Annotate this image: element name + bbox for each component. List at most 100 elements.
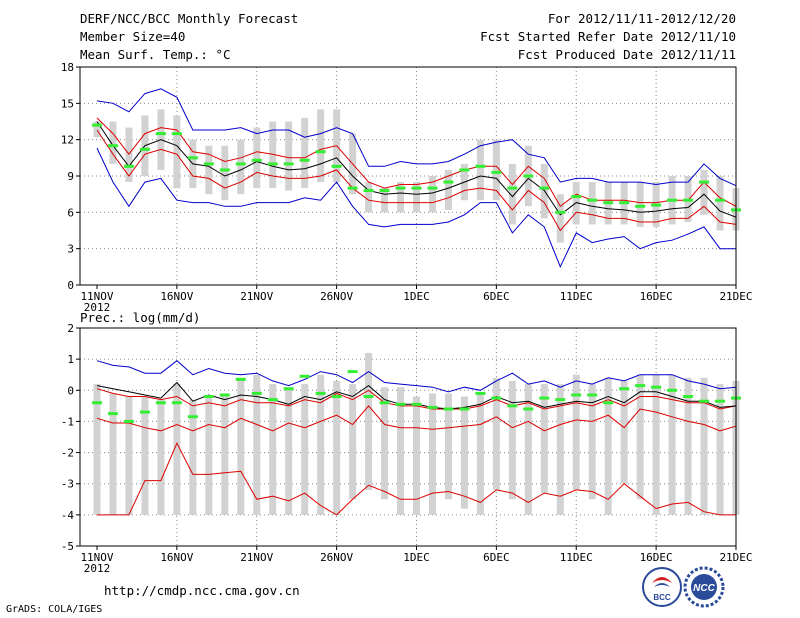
- series-line-min: [96, 147, 736, 269]
- spread-box: [93, 384, 101, 515]
- spread-box: [285, 387, 293, 515]
- observed-marker: [155, 401, 166, 405]
- observed-marker: [395, 402, 406, 406]
- y-tick-label: 9: [67, 170, 74, 183]
- observed-marker: [411, 402, 422, 406]
- spread-box: [333, 380, 341, 515]
- observed-marker: [395, 186, 406, 190]
- observed-marker: [635, 204, 646, 208]
- x-tick-label: 11DEC: [560, 551, 593, 564]
- spread-box: [428, 393, 436, 515]
- y-tick-label: 6: [67, 206, 74, 219]
- x-tick-year-label: 2012: [84, 562, 111, 575]
- observed-marker: [635, 384, 646, 388]
- series-line-mean: [96, 121, 737, 218]
- observed-marker: [235, 162, 246, 166]
- observed-marker: [475, 391, 486, 395]
- observed-marker: [587, 198, 598, 202]
- spread-box: [524, 384, 532, 515]
- y-tick-label: -3: [61, 478, 74, 491]
- observed-marker: [427, 186, 438, 190]
- x-tick-label: 21NOV: [240, 290, 273, 303]
- footer-url: http://cmdp.ncc.cma.gov.cn: [104, 583, 300, 598]
- y-tick-label: 18: [61, 61, 74, 74]
- observed-marker: [699, 399, 710, 403]
- observed-marker: [92, 401, 102, 405]
- spread-box: [205, 145, 213, 195]
- x-tick-label: 16NOV: [160, 290, 193, 303]
- x-tick-label: 21DEC: [719, 551, 752, 564]
- observed-marker: [587, 393, 598, 397]
- series-line-spread_high: [96, 388, 737, 410]
- spread-box: [620, 380, 628, 484]
- observed-marker: [363, 395, 374, 399]
- spread-box: [221, 393, 229, 515]
- observed-marker: [667, 198, 678, 202]
- observed-marker: [123, 419, 134, 423]
- x-tick-label: 16NOV: [160, 551, 193, 564]
- series-line-max: [96, 88, 737, 187]
- y-tick-label: 3: [67, 243, 74, 256]
- footer-credit: GrADS: COLA/IGES: [6, 604, 103, 615]
- observed-marker: [411, 186, 422, 190]
- x-tick-label: 16DEC: [640, 551, 673, 564]
- x-tick-label: 1DEC: [403, 551, 430, 564]
- header-period: For 2012/11/11-2012/12/20: [547, 11, 736, 26]
- observed-marker: [219, 168, 230, 172]
- observed-marker: [283, 387, 294, 391]
- observed-marker: [267, 162, 278, 166]
- spread-box: [365, 352, 373, 490]
- observed-marker: [379, 189, 390, 193]
- x-tick-label: 21NOV: [240, 551, 273, 564]
- spread-box: [349, 384, 357, 500]
- observed-marker: [267, 398, 278, 402]
- spread-box: [444, 169, 452, 210]
- spread-box: [157, 399, 165, 515]
- series-line-spread_low: [96, 405, 737, 432]
- observed-marker: [539, 396, 550, 400]
- observed-marker: [347, 370, 358, 374]
- observed-marker: [331, 395, 342, 399]
- spread-box: [684, 377, 692, 515]
- header-member-size: Member Size=40: [80, 29, 186, 44]
- spread-box: [700, 377, 708, 515]
- x-tick-label: 26NOV: [320, 551, 353, 564]
- spread-box: [125, 396, 133, 515]
- spread-box: [636, 182, 644, 227]
- header-variable: Mean Surf. Temp.: °C: [80, 47, 231, 62]
- observed-marker: [715, 399, 726, 403]
- observed-marker: [347, 186, 358, 190]
- spread-box: [381, 188, 389, 213]
- observed-marker: [299, 158, 310, 162]
- observed-marker: [331, 164, 342, 168]
- observed-marker: [171, 132, 182, 136]
- spread-box: [428, 176, 436, 213]
- spread-box: [556, 194, 564, 243]
- spread-box: [381, 387, 389, 500]
- spread-box: [508, 380, 516, 500]
- observed-marker: [523, 407, 534, 411]
- observed-marker: [651, 385, 662, 389]
- spread-box: [109, 393, 117, 515]
- observed-marker: [667, 388, 678, 392]
- observed-marker: [683, 198, 694, 202]
- x-tick-label: 11NOV: [80, 551, 113, 564]
- spread-box: [460, 396, 468, 509]
- observed-marker: [459, 168, 470, 172]
- spread-box: [716, 176, 724, 231]
- spread-box: [365, 182, 373, 213]
- spread-box: [253, 127, 261, 189]
- spread-box: [317, 374, 325, 515]
- observed-marker: [603, 201, 614, 205]
- observed-marker: [683, 395, 694, 399]
- spread-box: [237, 377, 245, 515]
- observed-marker: [107, 144, 118, 148]
- observed-marker: [187, 156, 198, 160]
- observed-marker: [107, 412, 118, 416]
- spread-box: [301, 384, 309, 515]
- spread-box: [588, 384, 596, 500]
- series-line-min: [97, 442, 736, 516]
